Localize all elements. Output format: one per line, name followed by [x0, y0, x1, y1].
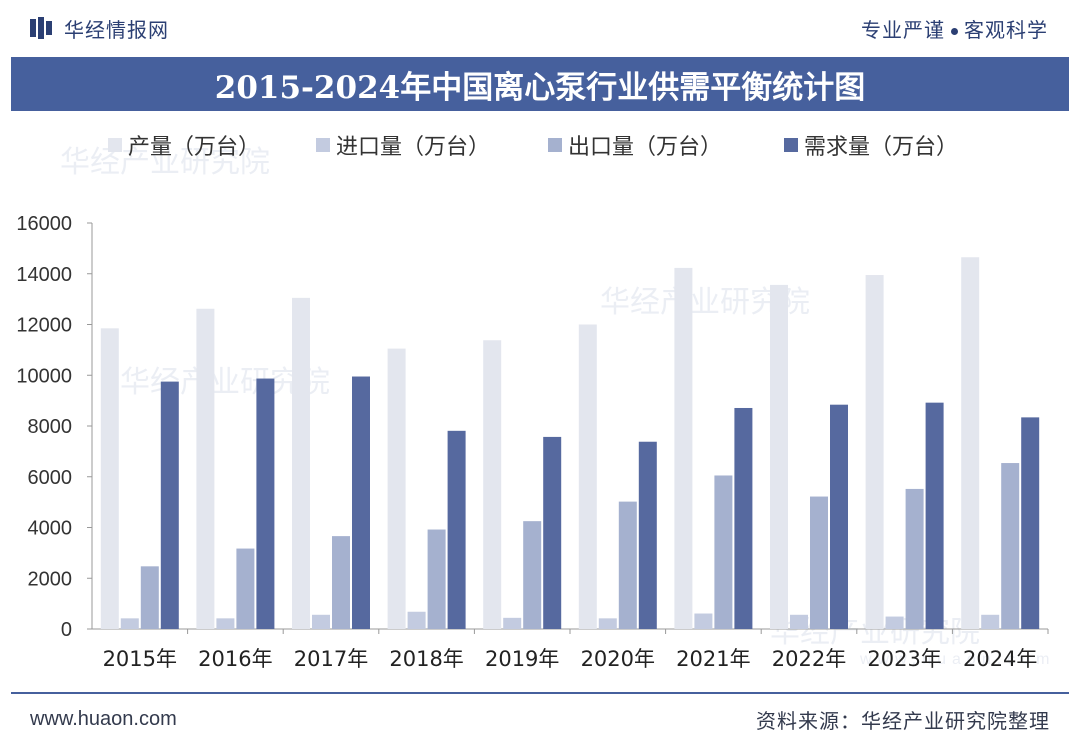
title-bar: 2015-2024年中国离心泵行业供需平衡统计图 [11, 57, 1069, 111]
slogan-left: 专业严谨 [861, 17, 945, 42]
bar-2-2019年 [503, 617, 522, 629]
legend-label-1: 产量（万台） [128, 135, 260, 160]
footer: www.huaon.com 资料来源：华经产业研究院整理 [0, 694, 1080, 744]
legend-label-3: 出口量（万台） [568, 135, 722, 160]
bar-1-2019年 [483, 340, 502, 629]
bar-2-2023年 [885, 616, 904, 629]
y-tick-label: 0 [61, 619, 72, 641]
bar-1-2024年 [961, 257, 980, 629]
legend-label-4: 需求量（万台） [804, 135, 958, 160]
x-axis-labels: 2015年 2016年 2017年 2018年 2019年 2020年 2021年 2022年… [103, 629, 1049, 671]
bar-2-2022年 [790, 614, 808, 629]
bar-3-2021年 [714, 475, 733, 629]
x-tick-label: 2024年 [963, 647, 1037, 671]
y-tick-label: 10000 [16, 365, 72, 387]
x-tick-label: 2018年 [389, 647, 463, 671]
bar-3-2024年 [1001, 463, 1020, 629]
bar-1-2022年 [770, 284, 788, 629]
bar-chart: 华经产业研究院www.huaon.com华经产业研究院华经产业研究院华经产业研究… [16, 135, 1055, 671]
legend-swatch-2 [316, 138, 330, 152]
watermark-url: www.huaon.com [859, 651, 1055, 668]
y-tick-label: 2000 [28, 568, 73, 590]
footer-divider [11, 692, 1069, 694]
x-tick-label: 2022年 [772, 647, 846, 671]
x-tick-label: 2020年 [581, 647, 655, 671]
bar-4-2021年 [734, 407, 753, 629]
watermark-text: 华经产业研究院 [60, 145, 270, 180]
bar-3-2019年 [523, 521, 542, 629]
bar-4-2015年 [160, 381, 179, 629]
bar-3-2022年 [810, 496, 828, 629]
data-source: 资料来源：华经产业研究院整理 [756, 708, 1050, 733]
bar-2-2016年 [216, 618, 235, 629]
legend-swatch-3 [548, 138, 562, 152]
bar-4-2019年 [543, 436, 562, 629]
bar-3-2018年 [427, 529, 446, 629]
bar-4-2020年 [638, 441, 657, 629]
bar-1-2023年 [865, 275, 884, 629]
huajing-logo-icon [30, 17, 52, 39]
bar-1-2021年 [674, 267, 693, 629]
legend-label-2: 进口量（万台） [336, 135, 490, 160]
slogan: 专业严谨 客观科学 [861, 14, 1048, 43]
legend-swatch-4 [784, 138, 798, 152]
bar-2-2020年 [598, 618, 617, 629]
bar-4-2017年 [352, 376, 370, 629]
x-tick-label: 2015年 [103, 647, 177, 671]
bar-4-2022年 [830, 404, 848, 629]
y-tick-label: 6000 [28, 467, 73, 489]
website-link[interactable]: www.huaon.com [30, 707, 177, 730]
bar-3-2017年 [332, 536, 350, 629]
x-tick-label: 2023年 [867, 647, 941, 671]
bar-2-2018年 [407, 611, 426, 629]
bar-2-2015年 [120, 618, 139, 629]
bar-4-2023年 [925, 402, 944, 629]
legend-swatch-1 [108, 138, 122, 152]
y-tick-label: 16000 [16, 213, 72, 235]
x-tick-label: 2017年 [294, 647, 368, 671]
bar-2-2024年 [981, 614, 1000, 629]
x-tick-label: 2016年 [198, 647, 272, 671]
y-tick-label: 14000 [16, 264, 72, 286]
bars [100, 257, 1040, 629]
y-tick-label: 8000 [28, 416, 73, 438]
bar-3-2020年 [618, 501, 637, 629]
chart-title: 2015-2024年中国离心泵行业供需平衡统计图 [214, 69, 866, 106]
y-axis-ticks: 0 2000 4000 6000 8000 10000 12000 14000 16000 [16, 213, 92, 641]
bar-3-2015年 [140, 566, 159, 629]
bar-2-2017年 [312, 614, 330, 629]
bar-1-2015年 [100, 328, 119, 629]
x-tick-label: 2021年 [676, 647, 750, 671]
top-bar: 华经情报网 专业严谨 客观科学 [0, 0, 1080, 56]
slogan-dot-icon [951, 27, 958, 35]
bar-1-2020年 [578, 324, 597, 629]
y-tick-label: 12000 [16, 315, 72, 337]
bar-1-2018年 [387, 348, 406, 629]
bar-4-2016年 [256, 378, 275, 629]
bar-1-2016年 [196, 308, 215, 629]
bar-4-2018年 [447, 430, 466, 629]
slogan-right: 客观科学 [964, 17, 1048, 42]
bar-3-2016年 [236, 548, 255, 629]
brand: 华经情报网 [28, 14, 169, 43]
x-tick-label: 2019年 [485, 647, 559, 671]
bar-4-2024年 [1021, 417, 1040, 629]
y-tick-label: 4000 [28, 518, 73, 540]
bar-2-2021年 [694, 613, 713, 629]
chart-legend: 产量（万台） 进口量（万台） 出口量（万台） 需求量（万台） [108, 135, 958, 160]
brand-name: 华经情报网 [64, 17, 169, 42]
bar-1-2017年 [292, 297, 310, 629]
bar-3-2023年 [905, 488, 924, 629]
